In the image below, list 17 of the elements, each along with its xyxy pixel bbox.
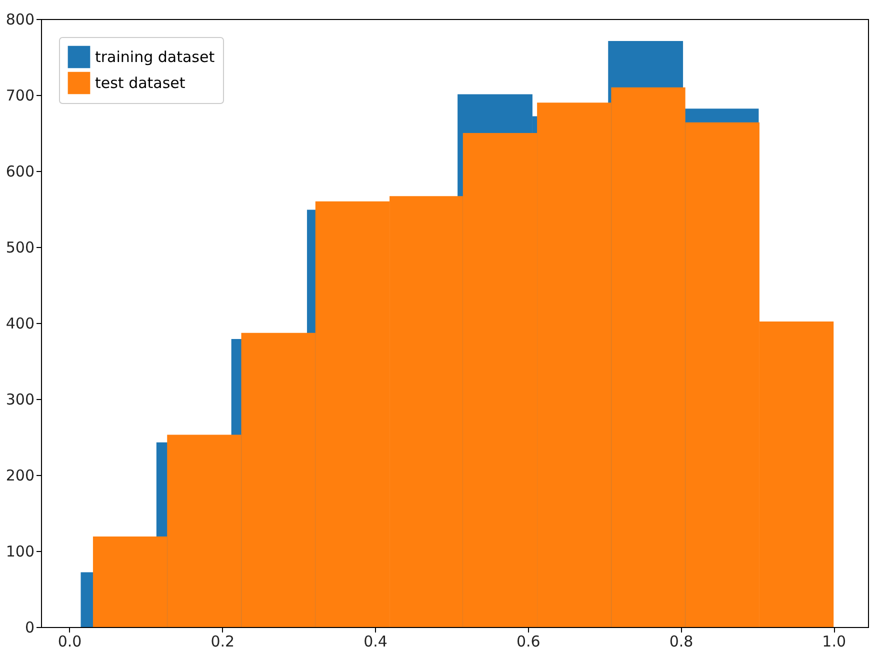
x-tick-label: 0.0 — [58, 632, 82, 650]
x-tick-label: 0.8 — [669, 632, 694, 650]
y-tick-label: 300 — [6, 390, 34, 408]
y-tick-label: 500 — [6, 238, 34, 256]
legend-label: test dataset — [95, 74, 186, 92]
y-tick-label: 0 — [24, 618, 34, 636]
x-tick-label: 0.6 — [516, 632, 540, 650]
x-tick-label: 0.2 — [210, 632, 235, 650]
x-tick-label: 1.0 — [822, 632, 846, 650]
y-tick-label: 800 — [6, 10, 34, 28]
legend-label: training dataset — [95, 48, 215, 66]
y-tick-label: 100 — [6, 542, 34, 560]
y-tick-label: 400 — [6, 314, 34, 332]
y-tick-label: 600 — [6, 162, 34, 180]
y-tick-label: 700 — [6, 86, 34, 104]
y-tick-label: 200 — [6, 466, 34, 484]
x-tick-label: 0.4 — [364, 632, 388, 650]
